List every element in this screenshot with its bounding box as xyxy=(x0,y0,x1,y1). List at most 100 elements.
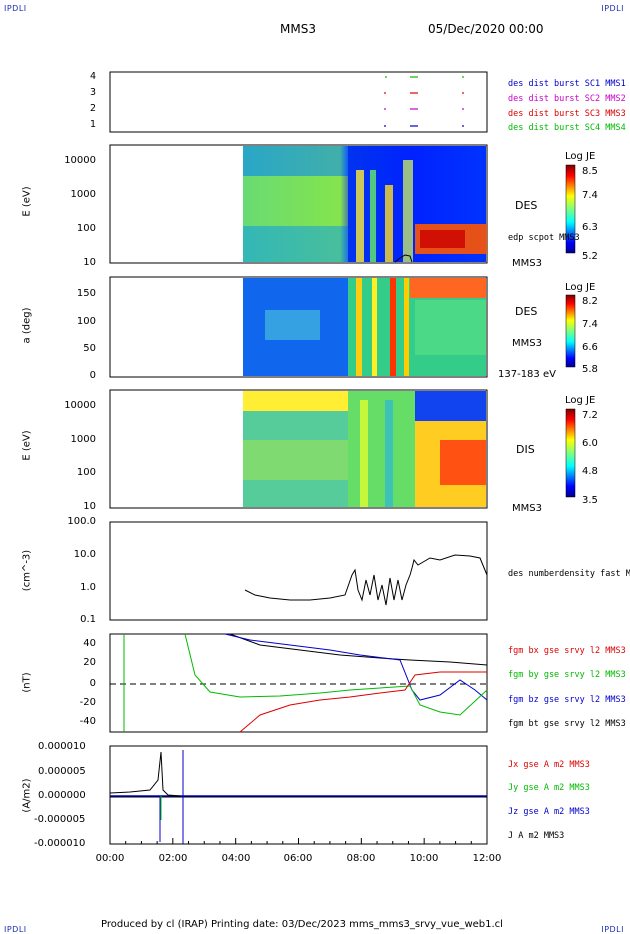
corner-label-top-left: IPDLI xyxy=(4,4,27,13)
panel-current xyxy=(109,745,488,845)
fgm-ytick: -20 xyxy=(79,697,96,708)
plot-date: 05/Dec/2020 00:00 xyxy=(428,22,544,36)
des-energy-ylabel: E (eV) xyxy=(21,186,33,217)
burst-label-sc2: des dist burst SC2 MMS2 xyxy=(508,94,626,104)
current-legend-jx: Jx gse A m2 MMS3 xyxy=(508,760,590,770)
dis-energy-ytick: 1000 xyxy=(70,434,96,445)
des-energy-overlay-label: edp scpot MMS3 xyxy=(508,233,580,243)
colorbar-title: Log JE xyxy=(565,395,596,406)
current-ytick: -0.000005 xyxy=(34,814,86,825)
fgm-ylabel: (nT) xyxy=(21,672,33,693)
fgm-legend-by: fgm by gse srvy l2 MMS3 xyxy=(508,670,626,680)
colorbar-tick: 8.2 xyxy=(582,296,598,307)
density-ylabel: (cm^-3) xyxy=(21,549,33,592)
colorbar-tick: 8.5 xyxy=(582,166,598,177)
x-tick-label: 02:00 xyxy=(158,853,188,864)
colorbar-tick: 6.6 xyxy=(582,342,598,353)
fgm-ytick: 20 xyxy=(83,657,96,668)
fgm-ytick: 40 xyxy=(83,638,96,649)
x-axis-ticks xyxy=(109,838,488,844)
des-pitch-ytick: 50 xyxy=(83,343,96,354)
burst-label-sc1: des dist burst SC1 MMS1 xyxy=(508,79,626,89)
burst-ytick-1: 1 xyxy=(89,119,96,130)
colorbar-title: Log JE xyxy=(565,151,596,162)
colorbar-tick: 4.8 xyxy=(582,466,598,477)
dis-energy-ytick: 100 xyxy=(76,467,96,478)
burst-ytick-2: 2 xyxy=(89,103,96,114)
colorbar-tick: 5.8 xyxy=(582,364,598,375)
des-pitch-energy-band: 137-183 eV xyxy=(498,369,556,380)
fgm-ytick: -40 xyxy=(79,716,96,727)
fgm-bz-line xyxy=(224,633,488,701)
density-line xyxy=(244,554,488,606)
panel-des-energy xyxy=(109,144,488,264)
colorbar-tick: 7.4 xyxy=(582,319,598,330)
des-energy-probe: MMS3 xyxy=(512,258,542,269)
current-legend-jz: Jz gse A m2 MMS3 xyxy=(508,807,590,817)
fgm-bx-line xyxy=(239,671,487,733)
fgm-by-line xyxy=(184,633,488,716)
dis-energy-ytick: 10 xyxy=(83,501,96,512)
panel-dis-energy xyxy=(109,389,488,509)
des-pitch-species: DES xyxy=(515,305,538,318)
des-pitch-ylabel: a (deg) xyxy=(21,307,33,344)
current-legend-j: J A m2 MMS3 xyxy=(508,831,565,841)
x-tick-label: 04:00 xyxy=(221,853,251,864)
density-ytick: 0.1 xyxy=(80,614,96,625)
corner-label-bottom-right: IPDLI xyxy=(601,925,624,934)
current-ytick: -0.000010 xyxy=(34,838,86,849)
fgm-ytick: 0 xyxy=(89,678,96,689)
des-pitch-ytick: 100 xyxy=(76,316,96,327)
density-ytick: 10.0 xyxy=(73,549,96,560)
des-pitch-ytick: 150 xyxy=(76,288,96,299)
burst-ytick-4: 4 xyxy=(89,71,96,82)
des-energy-ytick: 1000 xyxy=(70,189,96,200)
colorbar-tick: 6.0 xyxy=(582,438,598,449)
corner-label-top-right: IPDLI xyxy=(601,4,624,13)
colorbar-dis-energy xyxy=(565,408,576,498)
current-ytick: 0.000010 xyxy=(38,741,86,752)
dis-energy-ytick: 10000 xyxy=(64,400,96,411)
x-tick-label: 12:00 xyxy=(472,853,502,864)
burst-label-sc4: des dist burst SC4 MMS4 xyxy=(508,123,626,133)
burst-ytick-3: 3 xyxy=(89,87,96,98)
current-legend-jy: Jy gse A m2 MMS3 xyxy=(508,783,590,793)
panel-des-pitch xyxy=(109,276,488,378)
x-tick-label: 08:00 xyxy=(346,853,376,864)
colorbar-des-energy xyxy=(565,164,576,254)
dis-energy-ylabel: E (eV) xyxy=(21,430,33,461)
density-series-label: des numberdensity fast M xyxy=(508,569,630,579)
x-tick-label: 10:00 xyxy=(409,853,439,864)
burst-label-sc3: des dist burst SC3 MMS3 xyxy=(508,109,626,119)
colorbar-title: Log JE xyxy=(565,282,596,293)
colorbar-tick: 7.2 xyxy=(582,410,598,421)
panel-burst xyxy=(109,71,488,133)
footer-credits: Produced by cl (IRAP) Printing date: 03/… xyxy=(101,919,503,930)
current-ytick: 0.000005 xyxy=(38,766,86,777)
colorbar-tick: 3.5 xyxy=(582,495,598,506)
density-ytick: 100.0 xyxy=(67,516,96,527)
colorbar-tick: 5.2 xyxy=(582,251,598,262)
current-ytick: 0.000000 xyxy=(38,790,86,801)
panel-fgm xyxy=(109,633,488,733)
page-title: MMS3 xyxy=(280,22,316,36)
des-energy-ytick: 100 xyxy=(76,223,96,234)
dis-energy-species: DIS xyxy=(516,443,535,456)
colorbar-tick: 7.4 xyxy=(582,190,598,201)
density-ytick: 1.0 xyxy=(80,582,96,593)
fgm-legend-bt: fgm bt gse srvy l2 MMS3 xyxy=(508,719,626,729)
des-energy-species: DES xyxy=(515,199,538,212)
x-tick-label: 00:00 xyxy=(95,853,125,864)
des-pitch-ytick: 0 xyxy=(89,370,96,381)
fgm-bt-line xyxy=(229,633,488,666)
des-energy-ytick: 10 xyxy=(83,257,96,268)
panel-density xyxy=(109,521,488,621)
current-ylabel: (A/m2) xyxy=(21,778,33,813)
x-tick-label: 06:00 xyxy=(283,853,313,864)
fgm-legend-bz: fgm bz gse srvy l2 MMS3 xyxy=(508,695,626,705)
dis-energy-probe: MMS3 xyxy=(512,503,542,514)
colorbar-des-pitch xyxy=(565,294,576,368)
des-energy-ytick: 10000 xyxy=(64,155,96,166)
fgm-legend-bx: fgm bx gse srvy l2 MMS3 xyxy=(508,646,626,656)
